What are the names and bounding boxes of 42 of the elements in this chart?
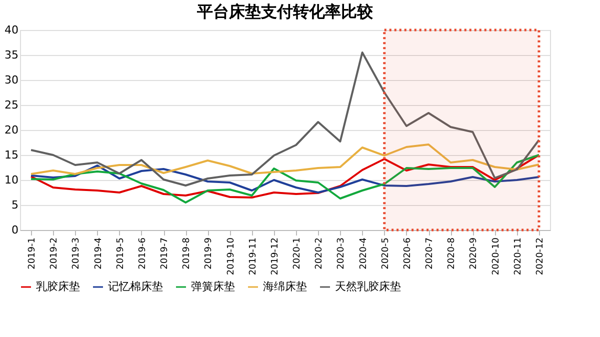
x-tick-label: 2019-5 bbox=[116, 238, 126, 270]
x-tick-label: 2020-11 bbox=[513, 238, 524, 276]
x-tick-label: 2020-2 bbox=[314, 238, 325, 270]
x-tick-label: 2019-7 bbox=[160, 238, 170, 270]
y-tick-label: 20 bbox=[4, 124, 18, 136]
x-tick-label: 2019-3 bbox=[72, 238, 82, 270]
x-tick-label: 2019-4 bbox=[94, 237, 104, 270]
x-tick-label: 2019-2 bbox=[50, 238, 60, 270]
y-tick-label: 5 bbox=[12, 198, 18, 212]
legend-label: 天然乳胶床垫 bbox=[335, 280, 401, 293]
x-tick-label: 2020-9 bbox=[469, 237, 480, 270]
y-tick-label: 0 bbox=[12, 224, 18, 236]
x-tick-label: 2019-12 bbox=[270, 238, 280, 276]
line-series bbox=[30, 144, 540, 175]
line-series bbox=[30, 164, 540, 194]
x-tick-label: 2020-10 bbox=[491, 237, 502, 276]
legend-label: 乳胶床垫 bbox=[36, 280, 80, 293]
x-tick-label: 2020-7 bbox=[425, 238, 436, 270]
y-tick-label: 35 bbox=[4, 48, 18, 62]
x-tick-label: 2019-6 bbox=[138, 237, 148, 270]
x-tick-label: 2020-1 bbox=[292, 238, 303, 270]
chart-title: 平台床垫支付转化率比较 bbox=[196, 2, 374, 21]
x-tick-label: 2019-9 bbox=[204, 237, 214, 270]
x-tick-label: 2019-8 bbox=[182, 237, 192, 270]
y-tick-label: 25 bbox=[4, 98, 18, 112]
line-series bbox=[30, 52, 540, 186]
y-tick-label: 15 bbox=[4, 148, 18, 162]
x-tick-label: 2020-6 bbox=[402, 237, 413, 270]
x-tick-label: 2019-10 bbox=[226, 237, 236, 276]
x-tick-label: 2020-12 bbox=[535, 238, 546, 276]
y-tick-label: 40 bbox=[4, 24, 18, 36]
x-tick-label: 2020-5 bbox=[380, 238, 391, 270]
legend-label: 海绵床垫 bbox=[263, 280, 307, 293]
x-tick-label: 2020-4 bbox=[358, 237, 369, 270]
legend-label: 弹簧床垫 bbox=[191, 280, 235, 293]
x-tick-label: 2019-1 bbox=[28, 238, 38, 270]
y-tick-label: 30 bbox=[4, 74, 18, 86]
x-tick-label: 2020-8 bbox=[447, 237, 458, 270]
y-tick-label: 10 bbox=[4, 174, 18, 186]
x-tick-label: 2020-3 bbox=[336, 238, 347, 270]
x-tick-label: 2019-11 bbox=[248, 238, 258, 276]
legend-label: 记忆棉床垫 bbox=[108, 280, 163, 293]
